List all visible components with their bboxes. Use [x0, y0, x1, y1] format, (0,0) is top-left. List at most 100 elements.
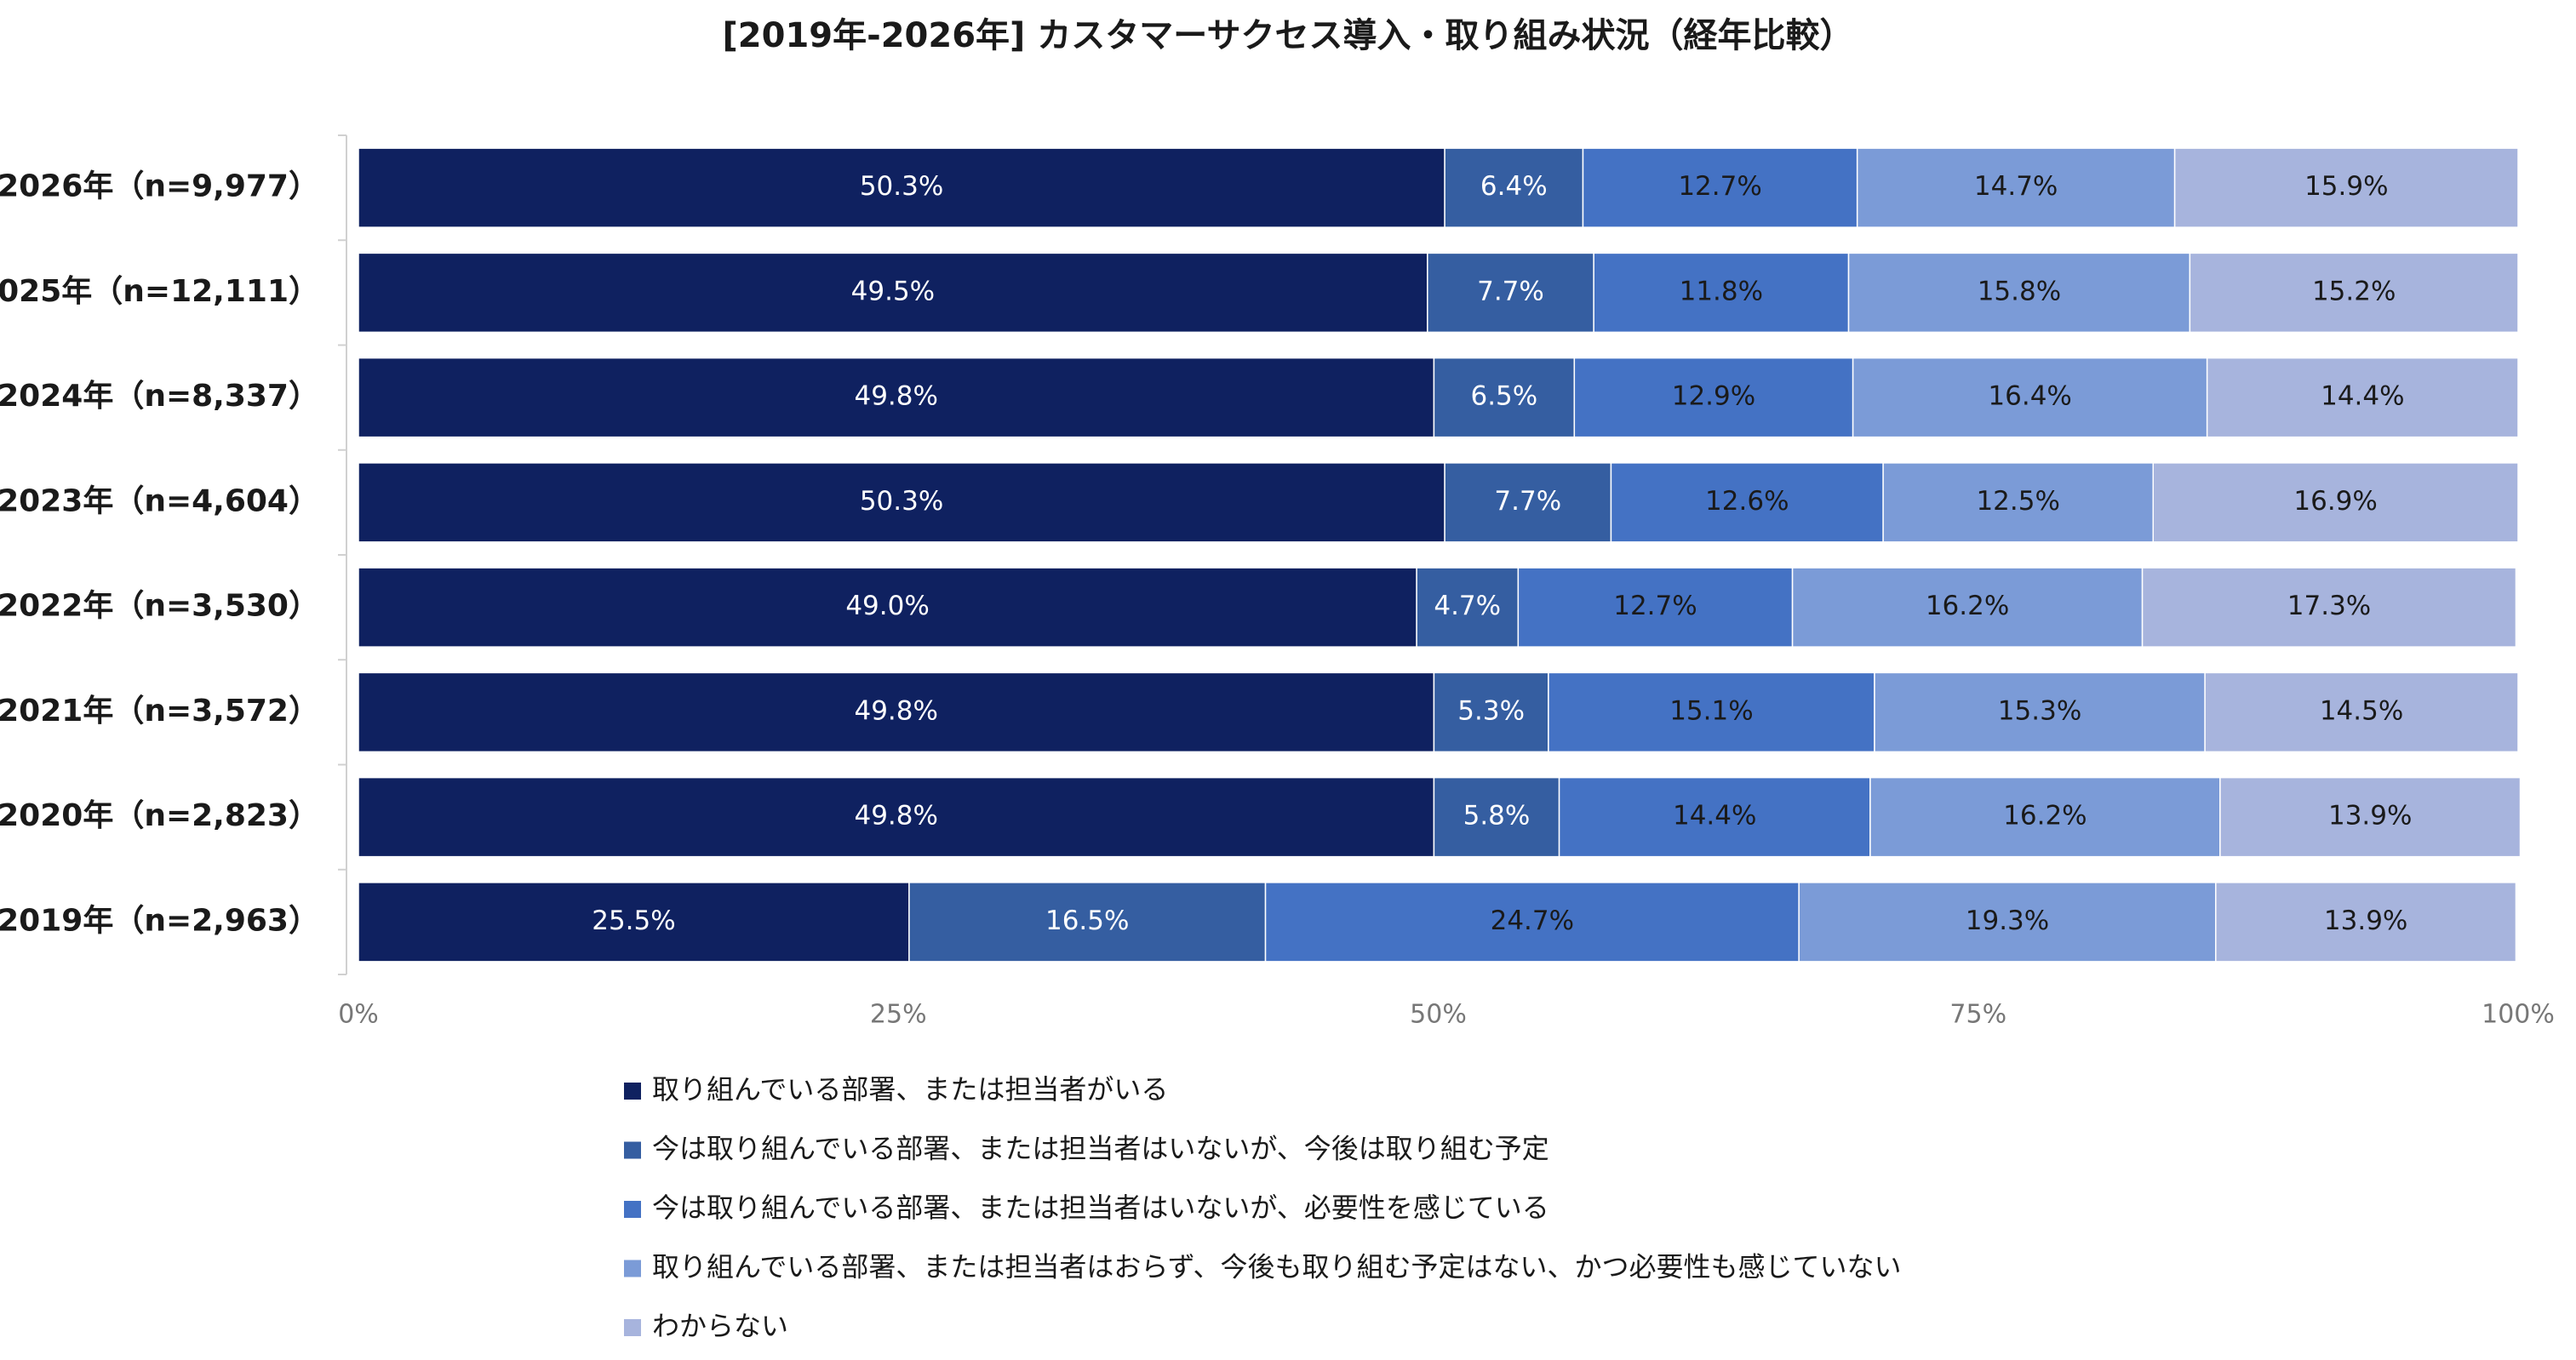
bar-segment: [2141, 567, 2517, 648]
bar-segment: [1856, 147, 2176, 228]
value-label: 50.3%: [860, 486, 943, 517]
value-label: 49.5%: [851, 276, 935, 306]
bar-segment: [2215, 882, 2517, 963]
y-tick-label: 2021年（n=3,572）: [0, 694, 319, 729]
bar-segment: [908, 882, 1267, 963]
value-label: 16.2%: [1926, 591, 2009, 621]
legend-label: 今は取り組んでいる部署、または担当者はいないが、今後は取り組む予定: [652, 1133, 1549, 1165]
value-label: 7.7%: [1494, 486, 1561, 517]
bar-segment: [1427, 252, 1594, 334]
value-label: 7.7%: [1477, 276, 1544, 306]
y-tick-label: 2024年（n=8,337）: [0, 379, 319, 414]
value-label: 14.7%: [1974, 171, 2058, 202]
value-label: 11.8%: [1680, 276, 1763, 306]
value-label: 6.5%: [1470, 381, 1537, 412]
y-tick-label: 2025年（n=12,111）: [0, 274, 319, 309]
value-label: 19.3%: [1966, 906, 2049, 936]
bar-segment: [358, 147, 1445, 228]
bar-segment: [1874, 671, 2206, 753]
value-label: 14.5%: [2320, 695, 2403, 726]
value-label: 14.4%: [1673, 801, 1756, 831]
bar-segment: [1882, 462, 2154, 543]
bar-segment: [2189, 252, 2519, 334]
bar-segment: [1847, 252, 2191, 334]
value-label: 25.5%: [592, 906, 675, 936]
value-label: 6.4%: [1480, 171, 1548, 202]
bar-segment: [358, 252, 1428, 334]
value-label: 13.9%: [2324, 906, 2407, 936]
value-label: 12.6%: [1705, 486, 1789, 517]
value-label: 12.9%: [1672, 381, 1755, 412]
value-label: 5.3%: [1457, 695, 1525, 726]
bar-segment: [2204, 671, 2519, 753]
value-label: 50.3%: [860, 171, 943, 202]
value-label: 15.2%: [2312, 276, 2396, 306]
bar-segment: [2206, 357, 2519, 438]
bar-segment: [1433, 357, 1576, 438]
bar-segment: [358, 357, 1435, 438]
bar-segment: [1444, 147, 1584, 228]
legend-label: 今は取り組んでいる部署、または担当者はいないが、必要性を感じている: [652, 1191, 1549, 1224]
legend-swatch: [624, 1260, 641, 1277]
value-label: 12.7%: [1613, 591, 1697, 621]
value-label: 17.3%: [2287, 591, 2371, 621]
bar-segment: [1573, 357, 1854, 438]
y-tick-label: 2022年（n=3,530）: [0, 589, 319, 624]
legend-label: 取り組んでいる部署、または担当者はおらず、今後も取り組む予定はない、かつ必要性も…: [652, 1251, 1902, 1283]
y-tick-label: 2020年（n=2,823）: [0, 798, 319, 833]
bar-segment: [358, 882, 910, 963]
bar-segment: [1558, 776, 1871, 858]
value-label: 16.9%: [2293, 486, 2377, 517]
y-tick-label: 2023年（n=4,604）: [0, 483, 319, 518]
bar-segment: [1517, 567, 1794, 648]
value-label: 4.7%: [1434, 591, 1501, 621]
value-label: 15.9%: [2304, 171, 2388, 202]
value-label: 49.8%: [854, 695, 937, 726]
value-label: 49.8%: [854, 381, 937, 412]
value-label: 16.5%: [1045, 906, 1129, 936]
value-label: 49.8%: [854, 801, 937, 831]
value-label: 16.2%: [2003, 801, 2087, 831]
bar-segment: [1593, 252, 1850, 334]
bar-segment: [2219, 776, 2522, 858]
value-label: 15.8%: [1978, 276, 2061, 306]
x-tick-label: 75%: [1949, 1000, 2006, 1030]
legend-swatch: [624, 1083, 641, 1100]
bar-segment: [2173, 147, 2519, 228]
y-tick-label: 2026年（n=9,977）: [0, 169, 319, 204]
value-label: 49.0%: [845, 591, 929, 621]
bar-segment: [358, 671, 1435, 753]
value-label: 15.3%: [1998, 695, 2081, 726]
bar-segment: [1869, 776, 2221, 858]
legend-swatch: [624, 1319, 641, 1336]
legend-label: 取り組んでいる部署、または担当者がいる: [652, 1073, 1168, 1106]
bar-segment: [1582, 147, 1858, 228]
bar-segment: [358, 567, 1417, 648]
bar-segment: [358, 462, 1445, 543]
x-tick-label: 25%: [870, 1000, 927, 1030]
value-label: 13.9%: [2328, 801, 2412, 831]
y-tick-label: 2019年（n=2,963）: [0, 903, 319, 938]
bar-segment: [2152, 462, 2519, 543]
bar-segment: [1798, 882, 2217, 963]
value-label: 14.4%: [2321, 381, 2404, 412]
x-tick-label: 50%: [1410, 1000, 1467, 1030]
bar-segment: [1610, 462, 1884, 543]
bar-segment: [1548, 671, 1875, 753]
value-label: 24.7%: [1491, 906, 1574, 936]
value-label: 16.4%: [1988, 381, 2071, 412]
legend-swatch: [624, 1201, 641, 1218]
x-tick-label: 0%: [338, 1000, 379, 1030]
bar-segment: [1264, 882, 1800, 963]
value-label: 12.7%: [1678, 171, 1761, 202]
legend-swatch: [624, 1141, 641, 1159]
bar-segment: [1444, 462, 1612, 543]
bar-segment: [1852, 357, 2208, 438]
legend-label: わからない: [652, 1310, 788, 1342]
x-tick-label: 100%: [2482, 1000, 2555, 1030]
bar-segment: [1433, 671, 1549, 753]
value-label: 12.5%: [1976, 486, 2059, 517]
chart-title: [2019年-2026年] カスタマーサクセス導入・取り組み状況（経年比較）: [723, 16, 1854, 55]
bar-segment: [1791, 567, 2144, 648]
